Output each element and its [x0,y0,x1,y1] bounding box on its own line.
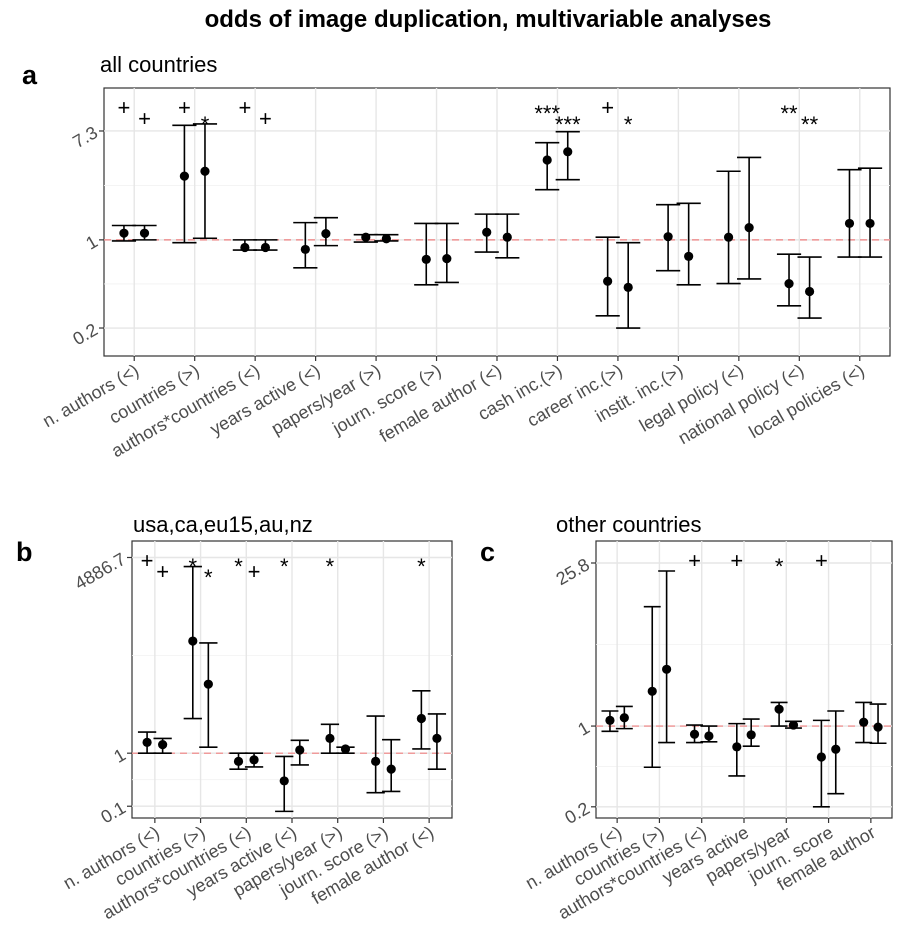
y-tick-label: 1 [82,231,101,253]
significance-marker: *** [555,112,581,137]
panel-subtitle: usa,ca,eu15,au,nz [133,512,313,537]
point-estimate [831,744,841,754]
point-estimate [746,730,756,740]
point-estimate [662,664,672,674]
point-estimate [663,232,673,242]
significance-marker: + [601,95,614,120]
point-estimate [605,715,615,725]
y-tick-label: 4886.7 [71,549,129,594]
point-estimate [542,155,552,165]
point-estimate [804,286,815,297]
point-estimate [371,756,381,767]
significance-marker: * [775,554,784,579]
main-title: odds of image duplication, multivariable… [205,6,772,33]
point-estimate [300,244,310,255]
point-estimate [421,254,431,265]
significance-marker: * [326,554,335,579]
point-estimate [784,279,794,289]
point-estimate [623,282,633,292]
significance-marker: ** [801,112,819,137]
point-estimate [139,228,150,238]
point-estimate [865,218,875,229]
point-estimate [188,636,198,646]
y-tick-label: 0.2 [561,798,593,828]
point-estimate [502,232,512,242]
point-estimate [603,276,613,286]
point-estimate [689,729,700,739]
significance-marker: * [189,554,198,579]
significance-marker: + [730,548,743,573]
point-estimate [844,218,855,229]
point-estimate [142,737,152,747]
point-estimate [321,229,331,239]
y-tick-label: 1 [574,717,593,739]
significance-marker: *** [534,101,560,126]
point-estimate [563,147,573,157]
y-tick-label: 0.2 [69,319,101,349]
point-estimate [704,731,714,741]
point-estimate [279,776,289,786]
point-estimate [723,232,734,242]
point-estimate [240,242,250,253]
point-estimate [416,713,426,724]
point-estimate [859,717,869,727]
significance-marker: + [118,95,131,120]
point-estimate [203,679,213,689]
point-estimate [179,171,190,181]
panel-subtitle: all countries [100,52,217,77]
point-estimate [774,704,784,714]
significance-marker: + [248,559,261,584]
panel-letter: a [22,60,38,90]
point-estimate [158,740,168,750]
point-estimate [260,242,271,253]
point-estimate [200,166,210,176]
point-estimate [325,733,335,743]
point-estimate [432,733,442,743]
point-estimate [619,713,629,723]
point-estimate [732,742,742,752]
panel-letter: c [480,537,495,567]
point-estimate [788,720,799,730]
significance-marker: ** [780,101,798,126]
y-tick-label: 1 [110,745,129,767]
significance-marker: + [688,548,701,573]
point-estimate [249,755,259,765]
point-estimate [647,686,657,696]
significance-marker: + [138,106,151,131]
point-estimate [442,254,452,264]
point-estimate [873,722,883,732]
point-estimate [482,227,492,237]
point-estimate [381,234,391,244]
point-estimate [233,756,244,767]
significance-marker: * [201,112,210,137]
panel-letter: b [16,537,33,567]
significance-marker: + [178,95,191,120]
significance-marker: * [234,554,243,579]
y-tick-label: 0.1 [97,798,129,828]
panel-subtitle: other countries [556,512,702,537]
significance-marker: * [204,565,213,590]
point-estimate [386,764,396,774]
significance-marker: + [259,106,272,131]
significance-marker: * [280,554,289,579]
y-tick-label: 7.3 [69,122,101,152]
point-estimate [744,223,754,233]
point-estimate [119,228,129,238]
y-tick-label: 25.8 [553,554,593,589]
point-estimate [816,752,826,762]
point-estimate [361,232,371,242]
point-estimate [295,745,305,755]
significance-marker: + [815,548,828,573]
significance-marker: * [417,554,426,579]
point-estimate [340,744,351,754]
point-estimate [684,251,694,261]
significance-marker: + [141,548,154,573]
significance-marker: * [624,112,633,137]
significance-marker: + [238,95,251,120]
significance-marker: + [156,559,169,584]
